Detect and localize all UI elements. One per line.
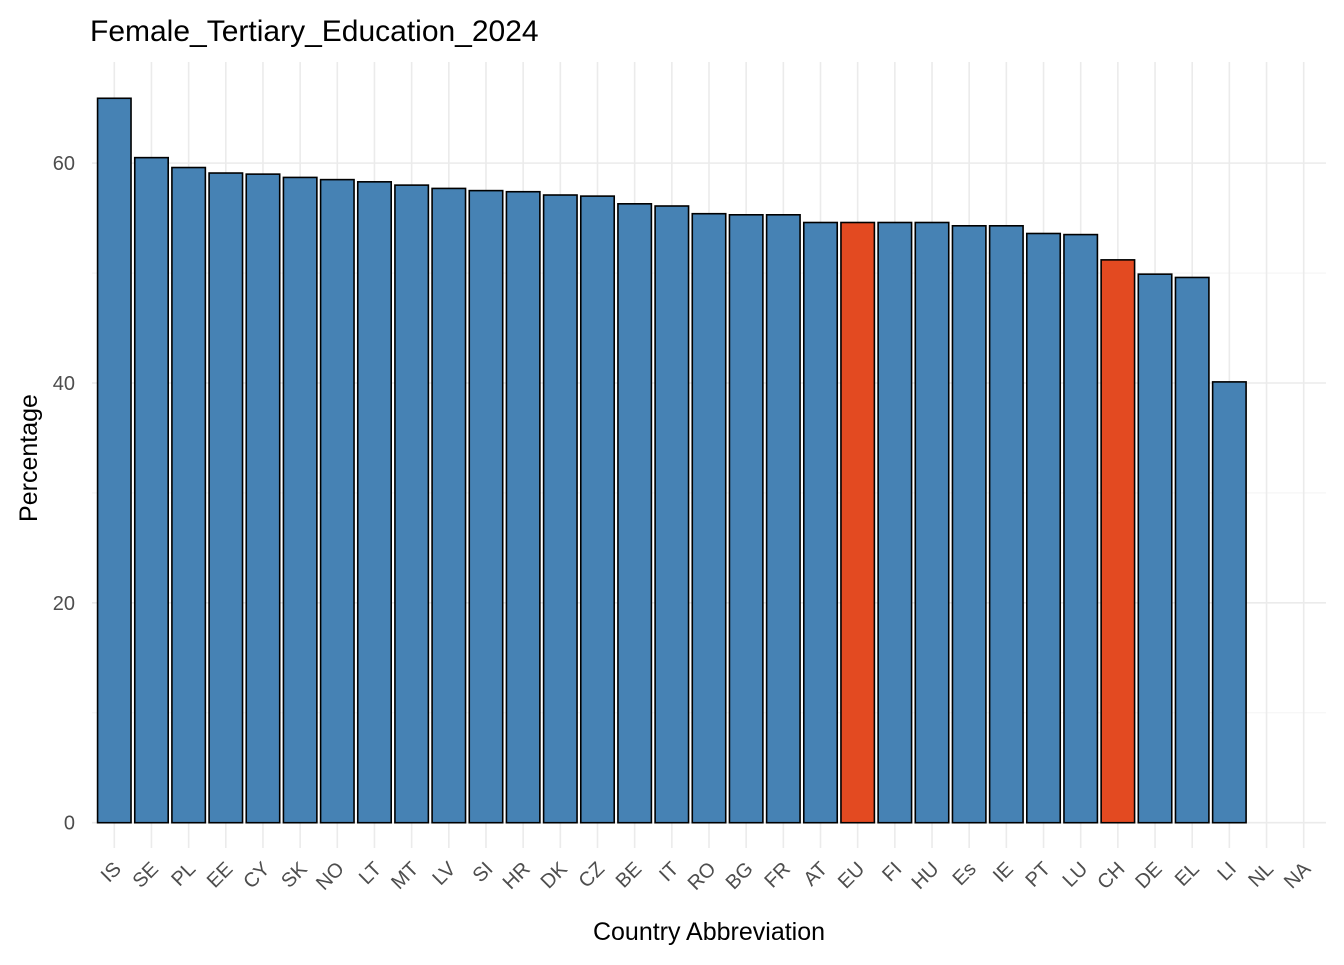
y-tick-label: 40 bbox=[53, 373, 75, 395]
x-tick-label: LT bbox=[355, 858, 386, 889]
x-tick-label: LI bbox=[1214, 858, 1241, 885]
bar-el bbox=[1174, 276, 1210, 824]
y-axis-title: Percentage bbox=[15, 394, 43, 522]
bar-ie bbox=[988, 224, 1024, 824]
bar-ch bbox=[1100, 259, 1136, 824]
x-tick-label: RO bbox=[684, 858, 721, 895]
x-tick-label: EL bbox=[1171, 858, 1204, 891]
x-tick-label: NA bbox=[1280, 858, 1316, 894]
bar-bg bbox=[728, 214, 764, 824]
chart-title: Female_Tertiary_Education_2024 bbox=[90, 15, 539, 48]
y-tick-label: 60 bbox=[53, 153, 75, 175]
x-tick-label: CY bbox=[239, 858, 274, 893]
bar-lt bbox=[356, 181, 393, 824]
bar-is bbox=[96, 97, 132, 824]
bar-cz bbox=[579, 195, 616, 824]
x-tick-label: BE bbox=[612, 858, 646, 892]
x-tick-label: AT bbox=[799, 858, 832, 891]
x-tick-label: IT bbox=[655, 858, 683, 886]
x-tick-label: BG bbox=[722, 858, 758, 894]
x-tick-label: NO bbox=[312, 858, 349, 895]
bar-pt bbox=[1025, 232, 1062, 824]
x-tick-label: IS bbox=[97, 858, 126, 887]
x-tick-label: DK bbox=[537, 858, 573, 894]
x-tick-label: MT bbox=[387, 858, 423, 894]
bar-fi bbox=[877, 221, 913, 824]
x-tick-label: SI bbox=[469, 858, 498, 887]
x-tick-label: EE bbox=[203, 858, 237, 892]
x-tick-label: SK bbox=[277, 858, 312, 893]
y-axis-tick-labels: 0 20 40 60 bbox=[53, 153, 75, 835]
x-tick-label: LU bbox=[1059, 858, 1093, 892]
bar-li bbox=[1211, 381, 1247, 824]
bars-layer bbox=[96, 97, 1247, 824]
bar-ro bbox=[691, 212, 727, 824]
x-tick-label: LV bbox=[429, 858, 461, 890]
bar-hu bbox=[914, 221, 950, 824]
x-tick-label: FR bbox=[760, 858, 794, 892]
bar-fr bbox=[765, 214, 801, 824]
bar-es bbox=[951, 224, 987, 824]
x-tick-label: IE bbox=[989, 858, 1018, 887]
bar-se bbox=[133, 156, 169, 824]
x-tick-label: CH bbox=[1093, 858, 1129, 894]
y-tick-label: 20 bbox=[53, 593, 75, 615]
x-tick-label: DE bbox=[1131, 858, 1166, 893]
x-tick-label: EU bbox=[834, 858, 869, 893]
x-tick-label: Es bbox=[949, 858, 981, 890]
x-tick-label: HU bbox=[908, 858, 944, 894]
bar-eu bbox=[840, 221, 876, 824]
bar-at bbox=[802, 221, 839, 824]
x-tick-label: CZ bbox=[575, 858, 609, 892]
bar-dk bbox=[542, 194, 578, 824]
x-tick-label: PT bbox=[1021, 858, 1055, 892]
bar-ee bbox=[208, 172, 244, 824]
bar-de bbox=[1137, 273, 1173, 824]
x-tick-label: FI bbox=[878, 858, 906, 886]
bar-pl bbox=[171, 166, 207, 824]
y-tick-label: 0 bbox=[64, 813, 75, 835]
bar-lv bbox=[431, 187, 467, 824]
bar-sk bbox=[282, 176, 318, 824]
bar-no bbox=[319, 178, 355, 824]
x-axis-tick-labels: IS SE PL EE CY SK NO LT MT LV SI HR DK CZ BE IT RO BG FR AT… bbox=[97, 858, 1316, 895]
bar-si bbox=[468, 189, 504, 824]
bar-lu bbox=[1063, 233, 1099, 824]
bar-hr bbox=[505, 190, 541, 824]
x-tick-label: PL bbox=[167, 858, 200, 891]
x-axis-title: Country Abbreviation bbox=[593, 918, 825, 946]
bar-mt bbox=[394, 184, 430, 824]
x-tick-label: SE bbox=[129, 858, 163, 892]
bar-cy bbox=[245, 173, 281, 824]
x-tick-label: NL bbox=[1244, 858, 1278, 892]
bar-be bbox=[617, 203, 653, 824]
bar-it bbox=[654, 205, 690, 824]
x-tick-label: HR bbox=[499, 858, 535, 894]
